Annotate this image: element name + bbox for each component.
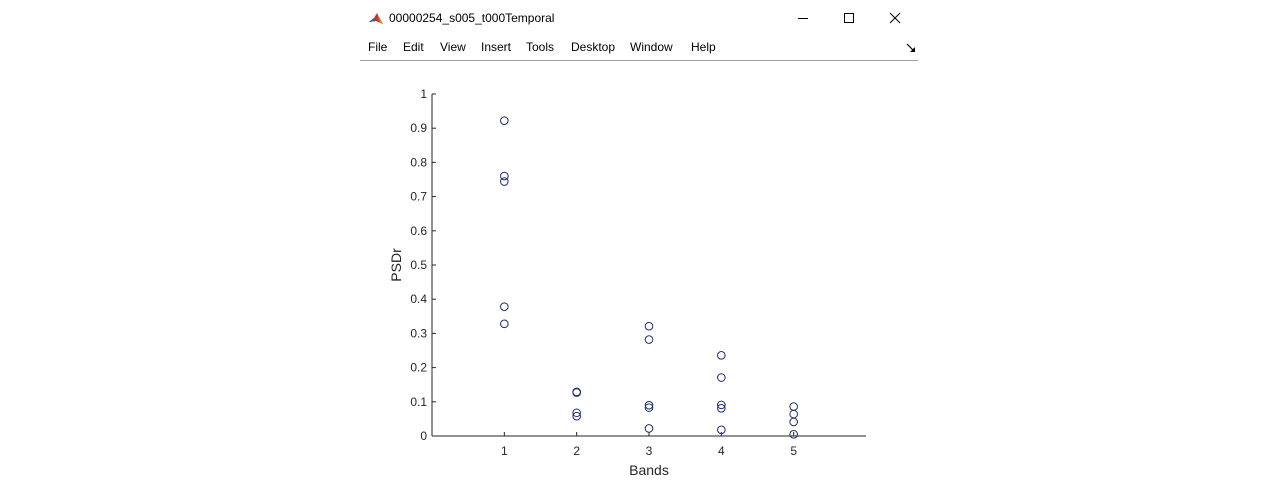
- y-tick-label: 0.2: [410, 361, 427, 375]
- figure-window: 00000254_s005_t000Temporal File Edit Vie…: [360, 0, 918, 492]
- x-axis-label: Bands: [629, 462, 669, 478]
- data-point: [789, 429, 798, 439]
- y-tick-label: 0.8: [410, 155, 427, 169]
- x-tick-label: 2: [573, 444, 580, 458]
- dock-arrow-icon[interactable]: [906, 43, 916, 53]
- menu-insert[interactable]: Insert: [481, 40, 512, 54]
- data-point: [717, 350, 726, 360]
- maximize-button[interactable]: [826, 4, 872, 32]
- y-tick-label: 0.3: [410, 326, 427, 340]
- data-point: [572, 388, 581, 397]
- data-point: [500, 177, 509, 186]
- minimize-icon: [798, 18, 808, 19]
- menu-window[interactable]: Window: [630, 40, 673, 54]
- data-point: [500, 116, 509, 125]
- data-point: [644, 335, 654, 344]
- y-tick-label: 1: [420, 87, 427, 101]
- data-point: [789, 409, 798, 419]
- data-point: [644, 321, 654, 331]
- axes: [431, 94, 866, 437]
- maximize-icon: [844, 13, 854, 23]
- minimize-button[interactable]: [780, 4, 826, 32]
- y-axis-ticks: 0 0.1 0.2 0.3 0.4 0.5 0.6 0.7 0.8 0.9 1: [410, 87, 436, 443]
- y-tick-label: 0.5: [410, 258, 427, 272]
- close-icon: [889, 12, 901, 24]
- menu-edit[interactable]: Edit: [403, 40, 424, 54]
- data-point: [789, 402, 798, 411]
- data-point: [500, 319, 509, 329]
- data-points: [500, 116, 798, 439]
- menu-view[interactable]: View: [440, 40, 466, 54]
- y-tick-label: 0.6: [410, 224, 427, 238]
- data-point: [717, 400, 726, 410]
- data-point: [717, 425, 726, 435]
- y-tick-label: 0: [420, 429, 427, 443]
- data-point: [572, 411, 581, 421]
- menu-bar: File Edit View Insert Tools Desktop Wind…: [360, 38, 918, 58]
- data-point: [500, 302, 509, 312]
- data-point: [644, 424, 654, 433]
- data-point: [644, 403, 654, 412]
- data-point: [717, 373, 726, 382]
- menu-divider: [360, 60, 918, 61]
- menu-desktop[interactable]: Desktop: [571, 40, 616, 54]
- window-title: 00000254_s005_t000Temporal: [389, 11, 555, 25]
- menu-file[interactable]: File: [368, 40, 388, 54]
- menu-help[interactable]: Help: [691, 40, 716, 54]
- close-button[interactable]: [872, 4, 918, 32]
- data-point: [717, 403, 726, 413]
- x-tick-label: 4: [718, 444, 725, 458]
- title-bar[interactable]: 00000254_s005_t000Temporal: [360, 0, 918, 36]
- x-tick-label: 5: [790, 444, 797, 458]
- x-tick-label: 3: [646, 444, 653, 458]
- data-point: [572, 408, 581, 418]
- data-point: [644, 400, 654, 410]
- data-point: [500, 171, 509, 181]
- x-tick-label: 1: [501, 444, 508, 458]
- y-tick-label: 0.7: [410, 190, 427, 204]
- y-tick-label: 0.4: [410, 292, 427, 306]
- x-axis-ticks: 1 2 3 4 5: [501, 432, 797, 458]
- menu-tools[interactable]: Tools: [526, 40, 555, 54]
- data-point: [789, 417, 798, 427]
- y-axis-label: PSDr: [388, 248, 404, 282]
- y-tick-label: 0.9: [410, 121, 427, 135]
- y-tick-label: 0.1: [410, 395, 427, 409]
- matlab-icon: [368, 11, 384, 27]
